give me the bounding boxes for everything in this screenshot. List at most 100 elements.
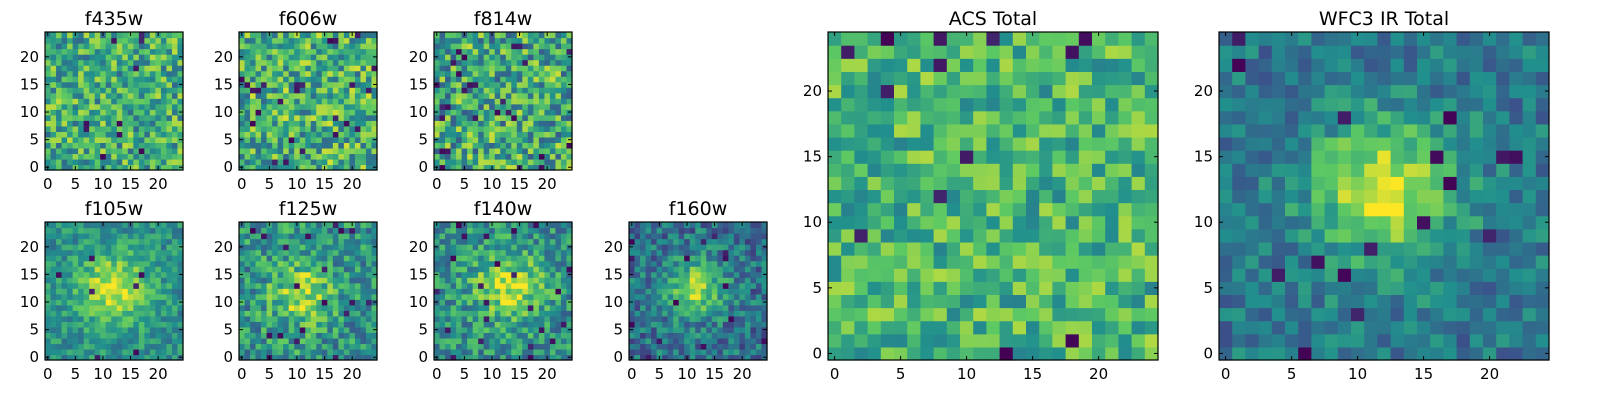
- heatmap-cell: [250, 125, 257, 132]
- heatmap-cell: [700, 293, 707, 300]
- heatmap-cell: [56, 348, 63, 356]
- heatmap-cell: [516, 120, 523, 127]
- heatmap-cell: [261, 266, 268, 273]
- heatmap-cell: [61, 310, 68, 317]
- heatmap-cell: [327, 158, 334, 166]
- heatmap-cell: [456, 92, 463, 99]
- heatmap-cell: [83, 142, 90, 149]
- heatmap-cell: [999, 320, 1014, 335]
- heatmap-cell: [739, 288, 746, 295]
- heatmap-cell: [434, 37, 441, 44]
- heatmap-cell: [133, 125, 140, 132]
- heatmap-cell: [700, 222, 707, 229]
- heatmap-cell: [50, 337, 57, 345]
- heatmap-cell: [472, 326, 479, 333]
- heatmap-cell: [516, 98, 523, 105]
- heatmap-cell: [549, 249, 557, 256]
- heatmap-cell: [533, 125, 540, 132]
- heatmap-cell: [500, 92, 507, 99]
- heatmap-cell: [338, 244, 345, 251]
- heatmap-cell: [45, 87, 52, 94]
- heatmap-cell: [244, 164, 251, 171]
- heatmap-cell: [316, 81, 323, 88]
- heatmap-cell: [138, 277, 145, 284]
- heatmap-cell: [149, 70, 156, 77]
- heatmap-cell: [527, 37, 534, 44]
- heatmap-cell: [78, 233, 85, 240]
- axes-frame: [44, 221, 184, 361]
- heatmap-cell: [155, 321, 162, 328]
- heatmap-cell: [50, 271, 57, 278]
- heatmap-cell: [255, 222, 262, 229]
- heatmap-cell: [439, 354, 446, 361]
- heatmap-cell: [100, 136, 107, 143]
- heatmap-cell: [67, 299, 74, 306]
- heatmap-cell: [722, 249, 729, 256]
- heatmap-cell: [166, 142, 173, 149]
- heatmap-cell: [105, 65, 112, 72]
- heatmap-cell: [349, 282, 356, 289]
- heatmap-cell: [277, 315, 284, 322]
- heatmap-cell: [343, 147, 350, 155]
- heatmap-cell: [89, 153, 96, 160]
- heatmap-cell: [89, 109, 96, 116]
- heatmap-cell: [684, 244, 691, 251]
- heatmap-cell: [45, 260, 52, 267]
- heatmap-cell: [494, 59, 501, 66]
- heatmap-cell: [706, 288, 713, 295]
- heatmap-cell: [634, 354, 641, 361]
- heatmap-cell: [122, 59, 129, 66]
- heatmap-cell: [338, 142, 345, 149]
- heatmap-cell: [349, 321, 356, 328]
- heatmap-cell: [549, 260, 557, 267]
- heatmap-cell: [1118, 294, 1133, 309]
- heatmap-cell: [656, 348, 663, 356]
- heatmap-cell: [678, 293, 685, 300]
- heatmap-cell: [841, 241, 855, 256]
- heatmap-cell: [371, 37, 378, 44]
- heatmap-cell: [149, 354, 156, 361]
- heatmap-cell: [717, 348, 724, 356]
- heatmap-cell: [111, 343, 118, 350]
- heatmap-cell: [160, 54, 168, 61]
- heatmap-cell: [371, 332, 378, 339]
- heatmap-cell: [94, 76, 101, 83]
- heatmap-cell: [489, 249, 496, 256]
- heatmap-cell: [549, 332, 557, 339]
- heatmap-cell: [277, 103, 284, 110]
- heatmap-cell: [338, 76, 345, 83]
- heatmap-cell: [828, 294, 842, 309]
- heatmap-cell: [149, 332, 156, 339]
- heatmap-cell: [544, 48, 551, 55]
- heatmap-cell: [338, 59, 345, 66]
- heatmap-cell: [56, 54, 63, 61]
- heatmap-cell: [533, 81, 540, 88]
- heatmap-cell: [483, 43, 490, 50]
- heatmap-cell: [50, 249, 57, 256]
- heatmap-cell: [1039, 346, 1053, 361]
- heatmap-cell: [105, 343, 112, 350]
- heatmap-cell: [354, 37, 362, 44]
- heatmap-cell: [544, 131, 551, 138]
- heatmap-cell: [1105, 189, 1119, 204]
- heatmap-cell: [673, 337, 680, 345]
- heatmap-cell: [717, 326, 724, 333]
- heatmap-cell: [277, 164, 284, 171]
- heatmap-cell: [272, 354, 279, 361]
- heatmap-cell: [365, 131, 373, 138]
- heatmap-cell: [266, 255, 273, 262]
- heatmap-cell: [371, 321, 378, 328]
- heatmap-cell: [478, 92, 485, 99]
- heatmap-cell: [667, 332, 674, 339]
- heatmap-cell: [299, 32, 306, 39]
- heatmap-cell: [288, 244, 295, 251]
- heatmap-cell: [445, 147, 452, 155]
- heatmap-cell: [67, 266, 74, 273]
- heatmap-cell: [456, 227, 463, 234]
- heatmap-cell: [456, 125, 463, 132]
- heatmap-cell: [555, 310, 562, 317]
- heatmap-cell: [854, 255, 869, 269]
- heatmap-cell: [244, 81, 251, 88]
- heatmap-cell: [45, 337, 52, 345]
- heatmap-cell: [56, 37, 63, 44]
